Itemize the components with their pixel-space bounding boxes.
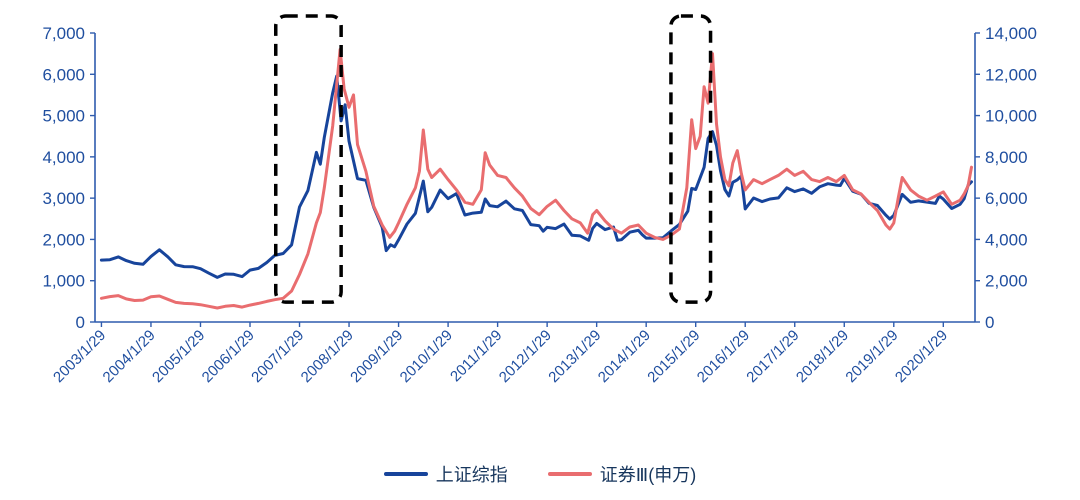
left-axis-tick-label: 0 [76, 313, 85, 332]
x-axis-tick-label: 2007/1/29 [248, 327, 307, 386]
legend-line-swatch-sse [383, 472, 428, 476]
x-axis-tick-label: 2012/1/29 [496, 327, 555, 386]
left-axis-tick-label: 1,000 [42, 272, 85, 291]
x-axis-tick-label: 2014/1/29 [595, 327, 654, 386]
right-axis-tick-label: 8,000 [985, 148, 1028, 167]
highlight-box [274, 14, 343, 304]
left-axis-tick-label: 2,000 [42, 230, 85, 249]
legend-item-securities: 证券Ⅲ(申万) [547, 461, 697, 487]
right-axis-tick-label: 4,000 [985, 230, 1028, 249]
legend-label-sse: 上证综指 [435, 465, 508, 485]
x-axis-tick-label: 2006/1/29 [199, 327, 258, 386]
x-axis-tick-label: 2019/1/29 [842, 327, 901, 386]
right-axis-tick-label: 6,000 [985, 189, 1028, 208]
x-axis-tick-label: 2017/1/29 [743, 327, 802, 386]
x-axis-tick-label: 2009/1/29 [347, 327, 406, 386]
x-axis-tick-label: 2013/1/29 [545, 327, 604, 386]
x-axis-tick-label: 2011/1/29 [447, 327, 505, 385]
legend-line-swatch-securities [547, 472, 592, 476]
right-axis-tick-label: 0 [985, 313, 994, 332]
x-axis-tick-label: 2005/1/29 [149, 327, 208, 386]
series-line-securities [99, 48, 973, 310]
right-axis-tick-label: 2,000 [985, 272, 1028, 291]
x-axis-tick-label: 2008/1/29 [298, 327, 357, 386]
legend-label-securities: 证券Ⅲ(申万) [599, 465, 697, 485]
chart-legend: 上证综指 证券Ⅲ(申万) [0, 461, 1080, 487]
right-axis-tick-label: 10,000 [985, 107, 1037, 126]
legend-item-sse: 上证综指 [383, 461, 508, 487]
highlight-box [669, 14, 713, 304]
x-axis-tick-label: 2003/1/29 [50, 327, 109, 386]
left-axis-tick-label: 7,000 [42, 24, 85, 43]
left-axis-tick-label: 4,000 [42, 148, 85, 167]
x-axis-tick-label: 2016/1/29 [694, 327, 753, 386]
right-axis-tick-label: 14,000 [985, 24, 1037, 43]
left-axis-tick-label: 5,000 [42, 107, 85, 126]
right-axis-tick-label: 12,000 [985, 65, 1037, 84]
left-axis-tick-label: 6,000 [42, 65, 85, 84]
x-axis-tick-label: 2010/1/29 [397, 327, 456, 386]
x-axis-tick-label: 2015/1/29 [644, 327, 703, 386]
x-axis-tick-label: 2004/1/29 [100, 327, 159, 386]
left-axis-tick-label: 3,000 [42, 189, 85, 208]
x-axis-tick-label: 2018/1/29 [793, 327, 852, 386]
x-axis-tick-label: 2020/1/29 [892, 327, 951, 386]
